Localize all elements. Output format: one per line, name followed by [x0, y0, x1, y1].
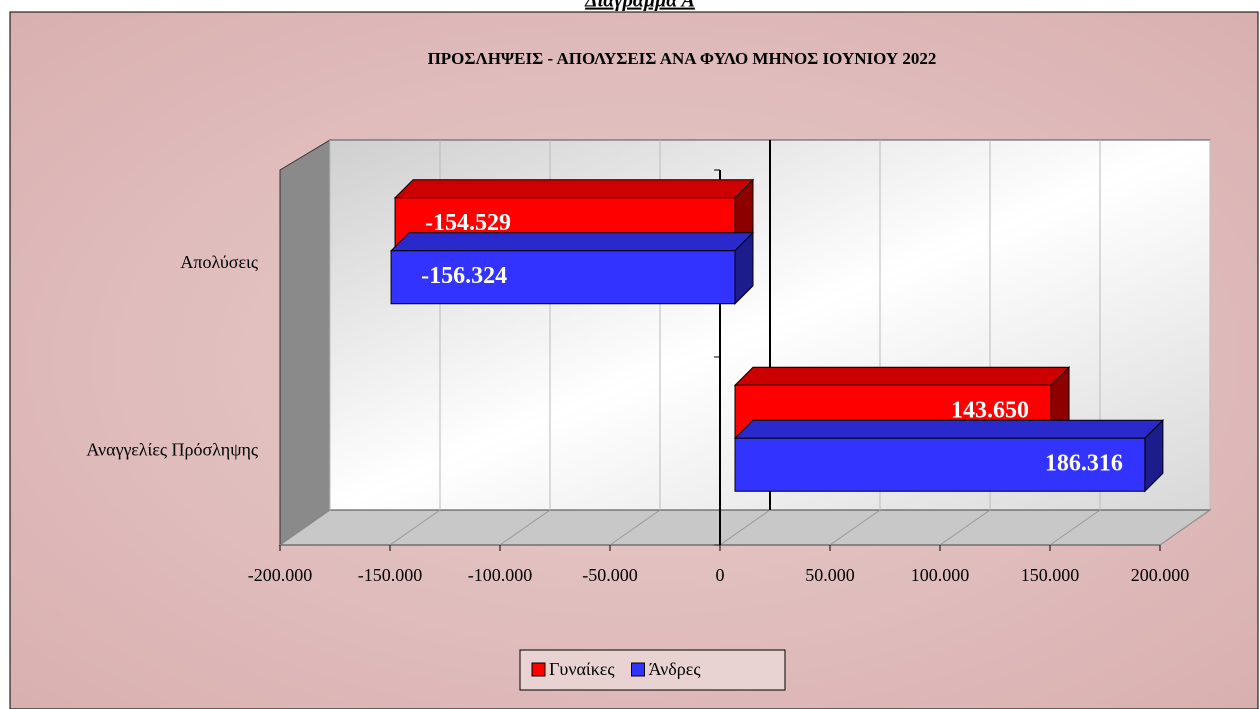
floor-grid-line — [389, 509, 441, 546]
y-tick-label: Απολύσεις — [180, 252, 258, 272]
floor-grid-line — [719, 509, 771, 546]
floor-grid-line — [1049, 509, 1101, 546]
chart-title: ΠΡΟΣΛΗΨΕΙΣ - ΑΠΟΛΥΣΕΙΣ ΑΝΑ ΦΥΛΟ ΜΗΝΟΣ ΙΟ… — [428, 49, 937, 68]
floor-grid-line — [939, 509, 991, 546]
bar-top — [733, 419, 1165, 439]
legend-label: Γυναίκες — [549, 659, 615, 679]
bar-top — [389, 232, 755, 252]
legend-label: Άνδρες — [649, 659, 701, 679]
x-tick-label: -200.000 — [248, 565, 313, 585]
floor-grid-line — [499, 509, 551, 546]
floor-grid-line — [1159, 509, 1211, 546]
floor-grid-line — [279, 509, 331, 546]
y-tick-label: Αναγγελίες Πρόσληψης — [86, 439, 258, 459]
legend-swatch — [631, 662, 645, 677]
floor-grid-line — [609, 509, 661, 546]
bar-top — [733, 366, 1071, 386]
x-tick-label: -50.000 — [582, 565, 638, 585]
data-label: 143.650 — [951, 397, 1029, 423]
x-tick-label: -100.000 — [468, 565, 533, 585]
data-label: 186.316 — [1045, 450, 1123, 476]
side-wall — [279, 139, 331, 546]
x-tick-label: 200.000 — [1131, 565, 1190, 585]
x-tick-label: -150.000 — [358, 565, 423, 585]
bar — [734, 437, 1146, 492]
x-tick-label: 100.000 — [911, 565, 970, 585]
x-tick-label: 150.000 — [1021, 565, 1080, 585]
bar — [390, 250, 736, 305]
legend — [519, 649, 786, 691]
floor-grid-line — [829, 509, 881, 546]
data-label: -154.529 — [425, 210, 511, 236]
bar-top — [393, 179, 755, 199]
x-tick-label: 0 — [716, 565, 725, 585]
x-tick-label: 50.000 — [805, 565, 855, 585]
heading: Διάγραμμα Α — [584, 0, 695, 12]
legend-swatch — [531, 662, 546, 677]
data-label: -156.324 — [421, 263, 507, 289]
